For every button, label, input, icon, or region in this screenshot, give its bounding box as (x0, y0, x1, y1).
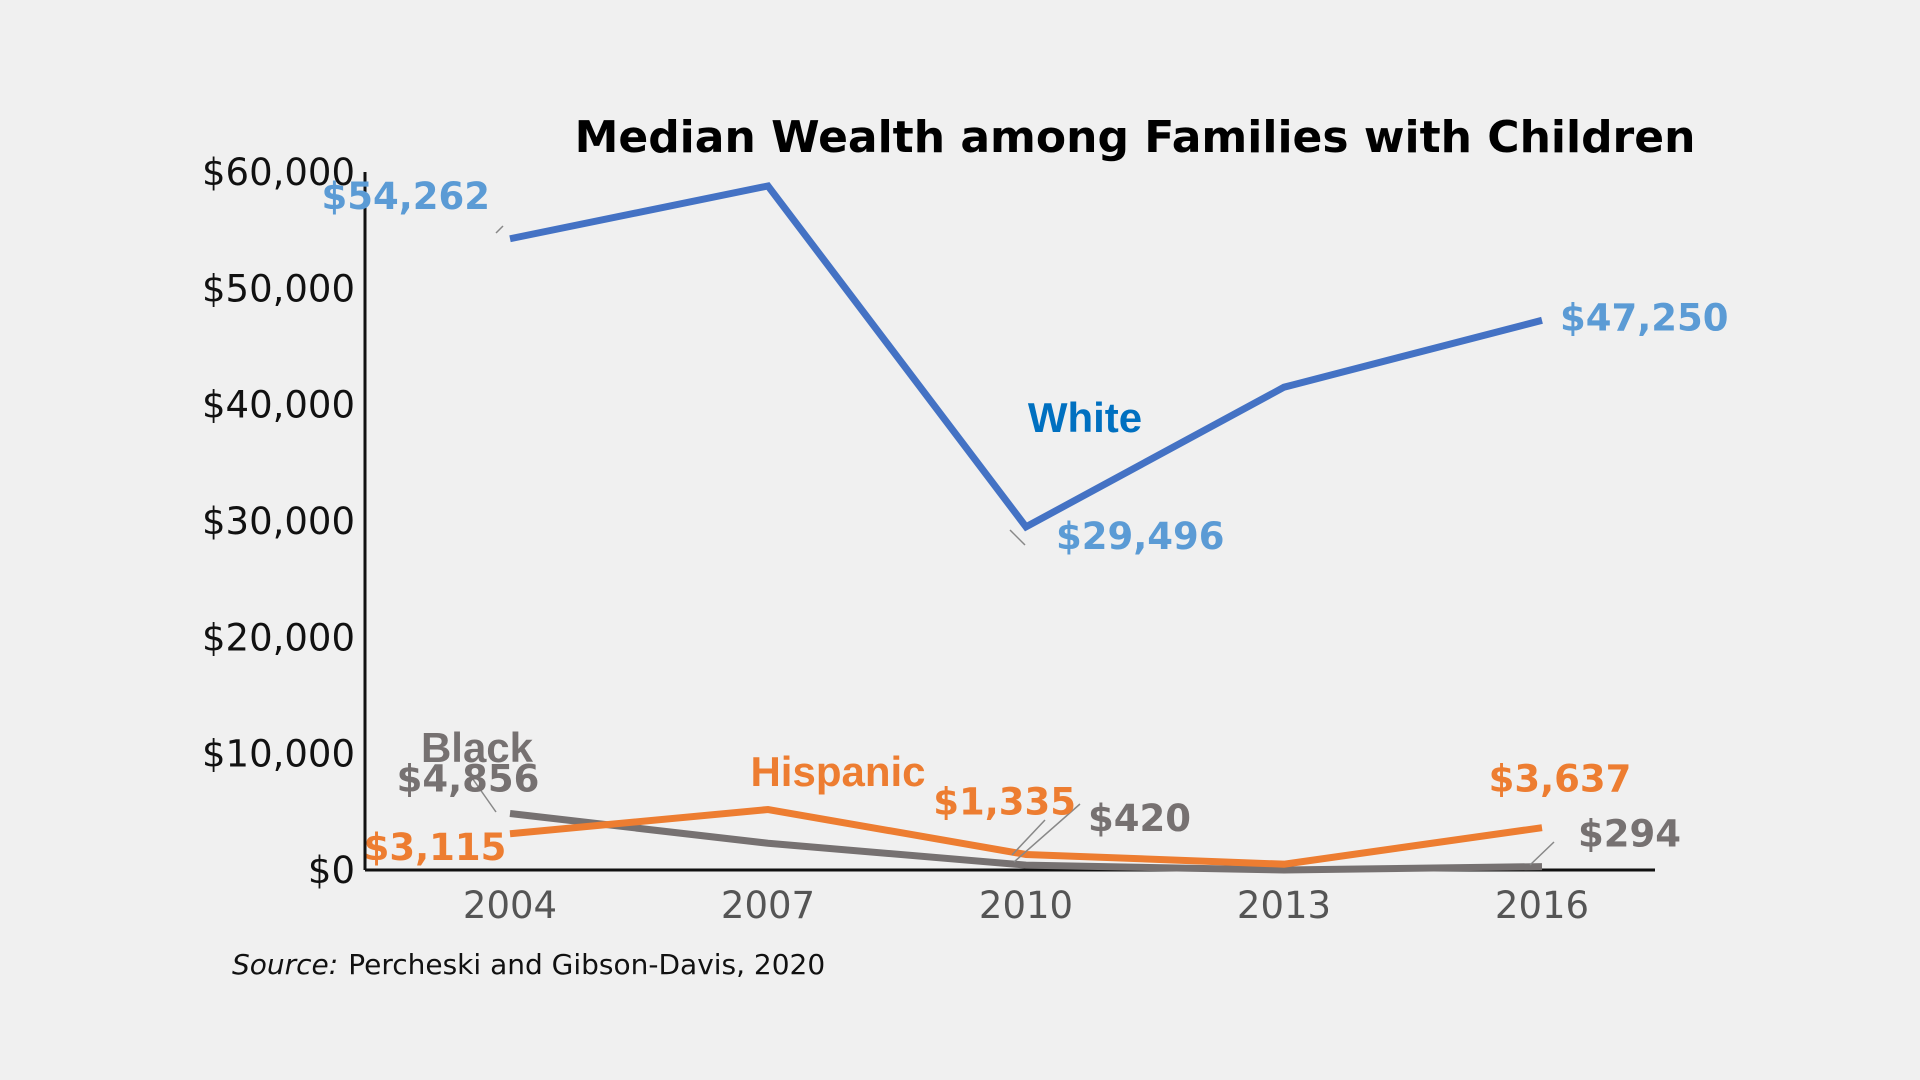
chart-title: Median Wealth among Families with Childr… (575, 112, 1696, 163)
series-line-black (509, 810, 1543, 874)
series-name-black: Black (421, 724, 534, 771)
data-label-black: $4,856 (397, 758, 540, 801)
series-name-labels: White Black Hispanic (421, 394, 1142, 795)
data-label-black: $420 (1088, 797, 1191, 840)
data-labels: $54,262 $29,496 $47,250 $4,856 $420 $294 $3,11… (321, 175, 1728, 869)
source-label: Source: (232, 948, 339, 981)
x-tick-label: 2010 (979, 884, 1073, 927)
x-tick-label: 2007 (721, 884, 815, 927)
series-lines (509, 182, 1543, 874)
y-tick-label: $0 (308, 849, 355, 892)
series-line-hispanic (509, 805, 1543, 868)
data-label-white: $47,250 (1560, 296, 1729, 339)
y-axis-ticks: $0 $10,000 $20,000 $30,000 $40,000 $50,000 $60… (202, 151, 355, 892)
leader-line (1529, 841, 1555, 866)
data-label-white: $54,262 (321, 175, 490, 218)
series-name-white: White (1028, 394, 1142, 441)
y-tick-label: $20,000 (202, 616, 355, 659)
source-text: Percheski and Gibson-Davis, 2020 (348, 948, 826, 981)
leader-line (495, 225, 504, 234)
y-tick-label: $50,000 (202, 267, 355, 310)
series-name-hispanic: Hispanic (750, 748, 925, 795)
y-tick-label: $60,000 (202, 151, 355, 194)
data-label-hispanic: $3,115 (364, 826, 507, 869)
leader-line (1013, 803, 1081, 863)
x-tick-label: 2016 (1495, 884, 1589, 927)
data-label-hispanic: $3,637 (1489, 758, 1632, 801)
source-note: Source: Percheski and Gibson-Davis, 2020 (232, 948, 825, 981)
data-label-black: $294 (1578, 813, 1681, 856)
series-line-white (509, 182, 1543, 532)
x-tick-label: 2013 (1237, 884, 1331, 927)
leader-line (469, 774, 497, 813)
data-label-white: $29,496 (1056, 515, 1225, 558)
label-leader-lines (469, 225, 1555, 866)
y-tick-label: $10,000 (202, 733, 355, 776)
y-tick-label: $30,000 (202, 500, 355, 543)
y-tick-label: $40,000 (202, 384, 355, 427)
leader-line (1011, 819, 1046, 856)
x-tick-label: 2004 (463, 884, 557, 927)
data-label-hispanic: $1,335 (933, 780, 1076, 823)
x-axis-ticks: 2004 2007 2010 2013 2016 (463, 884, 1589, 927)
leader-line (1009, 529, 1026, 546)
